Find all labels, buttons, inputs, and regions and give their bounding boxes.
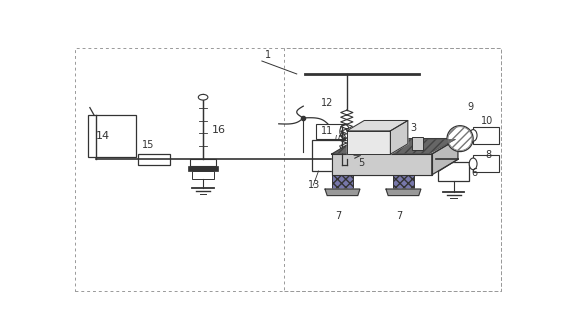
Bar [332, 175, 353, 189]
Ellipse shape [469, 130, 477, 141]
Text: 15: 15 [142, 140, 155, 150]
Ellipse shape [340, 124, 350, 139]
Bar [312, 140, 351, 171]
Text: 12: 12 [321, 98, 333, 108]
Text: 10: 10 [481, 116, 493, 126]
Text: 1: 1 [265, 50, 271, 60]
Bar [192, 171, 214, 179]
Bar [316, 124, 345, 139]
Text: 3: 3 [410, 123, 416, 133]
Text: 2: 2 [360, 145, 366, 155]
Polygon shape [332, 139, 458, 154]
Bar [138, 154, 170, 165]
Text: 7: 7 [335, 211, 341, 221]
Ellipse shape [447, 126, 473, 152]
Polygon shape [347, 121, 408, 131]
Text: 7: 7 [396, 211, 402, 221]
Text: 4: 4 [414, 145, 420, 155]
Polygon shape [325, 189, 360, 196]
Text: 11: 11 [321, 126, 333, 136]
Ellipse shape [469, 158, 477, 170]
Text: 8: 8 [485, 150, 491, 160]
Text: u: u [334, 133, 340, 142]
Text: 16: 16 [212, 125, 226, 135]
Bar [188, 166, 218, 171]
Polygon shape [432, 139, 458, 175]
Text: 14: 14 [96, 131, 110, 141]
Text: 9: 9 [468, 102, 474, 112]
Polygon shape [351, 149, 362, 162]
Bar [88, 115, 135, 157]
Bar [473, 127, 499, 144]
Polygon shape [386, 189, 421, 196]
Bar [473, 156, 499, 172]
Bar [438, 162, 469, 181]
Circle shape [198, 94, 208, 100]
Text: 6: 6 [471, 168, 477, 178]
Text: 5: 5 [357, 158, 364, 168]
Polygon shape [347, 131, 391, 154]
Bar [412, 137, 423, 150]
Bar [190, 159, 216, 166]
Polygon shape [334, 139, 456, 153]
Polygon shape [332, 154, 432, 175]
Bar [392, 175, 414, 189]
Text: 13: 13 [307, 180, 320, 190]
Polygon shape [391, 121, 408, 154]
